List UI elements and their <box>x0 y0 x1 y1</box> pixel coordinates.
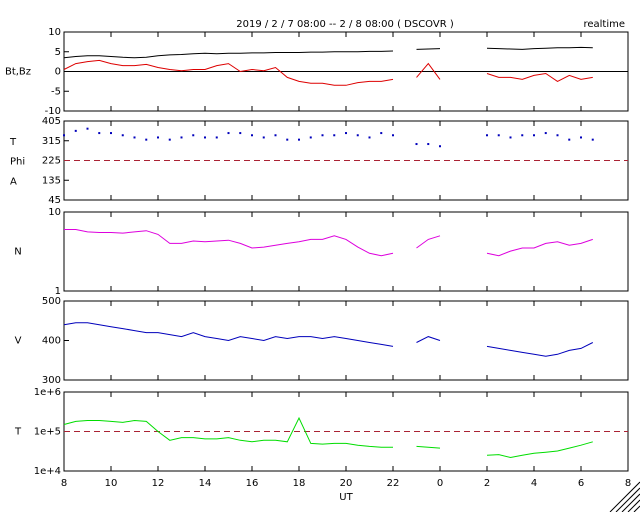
data-point <box>133 136 136 139</box>
y-tick-label: 225 <box>42 156 61 167</box>
data-line <box>63 322 594 357</box>
x-tick-label: 18 <box>293 478 306 489</box>
x-tick-label: 20 <box>340 478 353 489</box>
data-point <box>427 143 430 146</box>
data-point <box>192 134 195 137</box>
data-point <box>321 134 324 137</box>
data-point <box>157 136 159 139</box>
data-point <box>286 138 289 141</box>
corner-hatch <box>609 481 640 512</box>
x-tick-label: 16 <box>246 478 259 489</box>
y-tick-label: 1e+6 <box>34 387 61 398</box>
x-tick-label: 8 <box>625 478 631 489</box>
data-line <box>64 229 593 257</box>
data-point <box>392 134 394 137</box>
y-tick-label: 10 <box>48 207 61 218</box>
data-point <box>380 132 383 135</box>
data-line <box>63 46 593 59</box>
data-point <box>227 132 230 135</box>
x-tick-label: 0 <box>437 478 443 489</box>
x-tick-label: 10 <box>105 478 118 489</box>
data-point <box>168 138 171 141</box>
data-point <box>145 138 148 141</box>
y-tick-label: -10 <box>45 106 61 117</box>
data-point <box>180 136 183 139</box>
y-tick-label: 1e+5 <box>34 427 61 438</box>
data-point <box>356 134 359 137</box>
y-tick-label: 400 <box>42 336 61 347</box>
x-axis-label: UT <box>339 492 353 503</box>
data-point <box>204 136 206 139</box>
data-point <box>309 136 312 139</box>
x-tick-label: 14 <box>199 478 212 489</box>
data-point <box>98 132 101 135</box>
data-line <box>63 416 593 459</box>
x-tick-label: 12 <box>152 478 165 489</box>
x-tick-label: 6 <box>578 478 584 489</box>
data-point <box>86 127 89 130</box>
y-axis-label: Bt,Bz <box>5 67 31 78</box>
y-axis-label: T <box>9 137 17 148</box>
y-axis-label: T <box>14 427 22 438</box>
y-tick-label: 10 <box>48 27 61 38</box>
mode-label: realtime <box>583 19 625 30</box>
data-point <box>439 145 441 148</box>
data-point <box>333 134 336 137</box>
data-point <box>251 134 253 137</box>
y-tick-label: 0 <box>55 67 61 78</box>
data-point <box>63 134 65 137</box>
y-tick-label: 1e+4 <box>34 466 61 477</box>
y-tick-label: 405 <box>42 116 61 127</box>
data-point <box>509 136 512 139</box>
y-tick-label: -5 <box>51 86 61 97</box>
data-point <box>345 132 347 135</box>
data-point <box>239 132 242 135</box>
data-point <box>74 129 77 132</box>
y-tick-label: 5 <box>55 47 61 58</box>
data-point <box>580 136 582 139</box>
x-tick-label: 22 <box>387 478 400 489</box>
y-tick-label: 45 <box>48 195 61 206</box>
y-axis-label: Phi <box>10 157 25 168</box>
data-point <box>121 134 124 137</box>
x-tick-label: 8 <box>61 478 67 489</box>
data-point <box>110 132 112 135</box>
data-point <box>568 138 571 141</box>
y-tick-label: 500 <box>42 296 61 307</box>
data-point <box>556 134 559 137</box>
y-axis-label: N <box>14 247 21 258</box>
data-point <box>262 136 265 139</box>
y-axis-label: V <box>15 336 22 347</box>
y-tick-label: 135 <box>42 175 61 186</box>
data-point <box>298 138 300 141</box>
data-point <box>591 138 594 141</box>
data-point <box>274 134 277 137</box>
data-point <box>521 134 524 137</box>
data-point <box>497 134 500 137</box>
chart-title: 2019 / 2 / 7 08:00 -- 2 / 8 08:00 ( DSCO… <box>236 19 454 30</box>
data-point <box>544 132 547 135</box>
data-line <box>63 59 593 86</box>
y-tick-label: 315 <box>42 136 61 147</box>
y-tick-label: 300 <box>42 375 61 386</box>
x-tick-label: 2 <box>484 478 490 489</box>
data-point <box>368 136 371 139</box>
data-point <box>486 134 488 137</box>
data-point <box>215 136 218 139</box>
data-point <box>533 134 535 137</box>
y-tick-label: 1 <box>55 286 61 297</box>
y-axis-label: A <box>10 176 17 187</box>
x-tick-label: 4 <box>531 478 537 489</box>
data-point <box>415 143 418 146</box>
